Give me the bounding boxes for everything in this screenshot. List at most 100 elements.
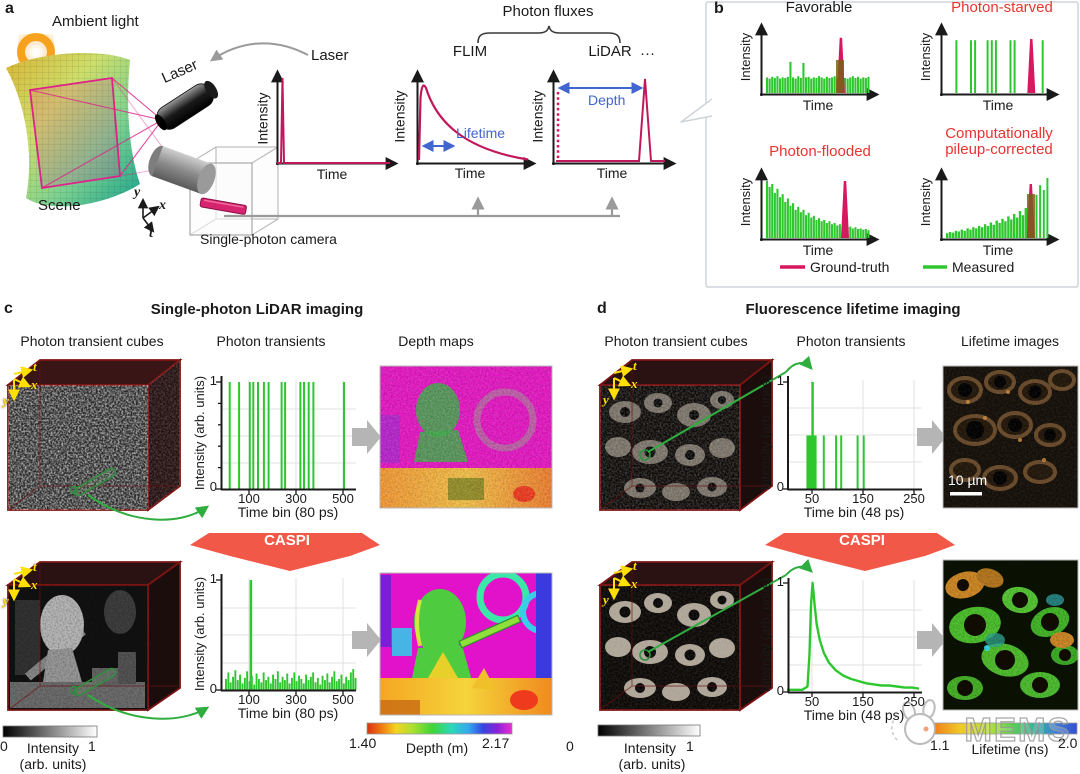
bar	[324, 680, 326, 690]
bar	[281, 676, 284, 690]
panel-d-label: d	[597, 300, 607, 317]
d-plot2-xlabel: Time bin (48 ps)	[803, 707, 905, 723]
bar	[779, 197, 782, 238]
pileup-title-line2: pileup-corrected	[945, 141, 1053, 158]
mascot-icon	[904, 713, 936, 745]
c-cbar-intensity-min: 0	[0, 738, 8, 754]
bar	[338, 679, 340, 690]
bar	[283, 680, 286, 690]
pulse-ylabel: Intensity	[254, 92, 271, 145]
bar	[818, 218, 821, 238]
bar	[969, 229, 972, 238]
bar	[972, 227, 975, 238]
bar	[815, 78, 818, 93]
favorable-title: Favorable	[785, 0, 853, 16]
bar	[253, 684, 256, 690]
bar	[948, 232, 952, 238]
laser-callout-label: Laser	[311, 47, 349, 64]
panel-d: MEMS	[597, 355, 1079, 749]
bar	[966, 228, 969, 238]
cube-axes	[608, 365, 634, 401]
caspi-arrow	[765, 533, 955, 571]
raw-transient-plot	[783, 376, 922, 494]
bar	[812, 77, 815, 93]
starved-xlabel: Time	[982, 97, 1014, 113]
bar	[786, 76, 789, 93]
lidar-ylabel: Intensity	[529, 90, 546, 143]
photon-fluxes-label: Photon fluxes	[502, 3, 594, 20]
axis-y-label: y	[134, 185, 141, 200]
d-cbar-lifetime-max: 2.0	[1058, 735, 1078, 751]
d-plot2-xtick: 250	[903, 694, 925, 709]
ticks	[216, 381, 344, 494]
scene-label: Scene	[38, 197, 81, 214]
bar	[831, 77, 834, 93]
cube-axis-x: x	[31, 577, 38, 592]
flooded-xlabel: Time	[802, 242, 834, 258]
cube-axis-y: y	[3, 593, 9, 608]
cube-axis-t: t	[33, 559, 37, 574]
cube-axis-y: y	[3, 393, 9, 408]
flim-ylabel: Intensity	[391, 90, 408, 143]
col-photon-transients: Photon transients	[796, 333, 906, 349]
bar	[1001, 218, 1004, 238]
bar	[246, 671, 249, 690]
c-plot1-xlabel: Time bin (80 ps)	[237, 504, 339, 520]
bar	[286, 673, 289, 690]
bar	[302, 683, 305, 690]
caspi-transient-cube	[5, 560, 183, 712]
bar	[260, 682, 263, 690]
bar	[328, 682, 331, 690]
bar	[766, 77, 769, 93]
cube-axis-t: t	[33, 359, 37, 374]
c-plot1-xtick: 500	[332, 491, 354, 506]
probe-point	[639, 449, 651, 461]
bar	[300, 679, 303, 690]
caspi-depth-map	[379, 572, 553, 716]
caspi-arrow	[190, 533, 380, 571]
camera-axes	[137, 197, 160, 233]
ellipsis: ···	[640, 45, 655, 62]
bar	[241, 683, 244, 690]
d-plot1-ytick-0: 0	[776, 479, 784, 494]
cube-axes	[608, 565, 634, 601]
cube-axis-x: x	[31, 377, 38, 392]
bar	[326, 673, 329, 690]
bar	[258, 679, 260, 690]
bar	[975, 228, 978, 238]
cube-to-plot-arrow	[647, 355, 813, 453]
flooded-plot-data	[766, 181, 870, 238]
bar	[851, 228, 854, 238]
bar	[1013, 214, 1016, 238]
bar	[867, 76, 870, 93]
cube-axis-y: y	[603, 592, 609, 607]
bar	[776, 76, 779, 93]
bar	[820, 221, 823, 238]
bar	[820, 77, 823, 93]
bar	[797, 206, 800, 238]
bar	[946, 233, 949, 238]
favorable-ylabel: Intensity	[737, 32, 753, 82]
bar	[1010, 219, 1013, 238]
scalebar-label: 10 µm	[948, 472, 988, 488]
bar	[288, 683, 291, 690]
bar	[291, 677, 293, 690]
flim-xlabel: Time	[454, 165, 486, 181]
bar	[978, 226, 981, 238]
bar	[854, 78, 857, 93]
bar	[995, 220, 998, 238]
bar	[784, 78, 787, 93]
c-plot1-xtick: 100	[238, 491, 260, 506]
panel-a	[6, 25, 677, 236]
illuminated-patch	[28, 76, 121, 190]
c-plot2-xtick: 300	[285, 692, 307, 707]
legend-measured: Measured	[952, 259, 1015, 275]
intensity-colorbar	[2, 725, 98, 738]
bar	[859, 78, 862, 93]
bar	[267, 676, 270, 690]
cube-axis-t: t	[633, 558, 637, 573]
bar	[248, 681, 251, 690]
laser-callout-arrow	[210, 42, 309, 62]
bar	[963, 230, 966, 238]
caspi-lifetime-image	[942, 559, 1079, 711]
